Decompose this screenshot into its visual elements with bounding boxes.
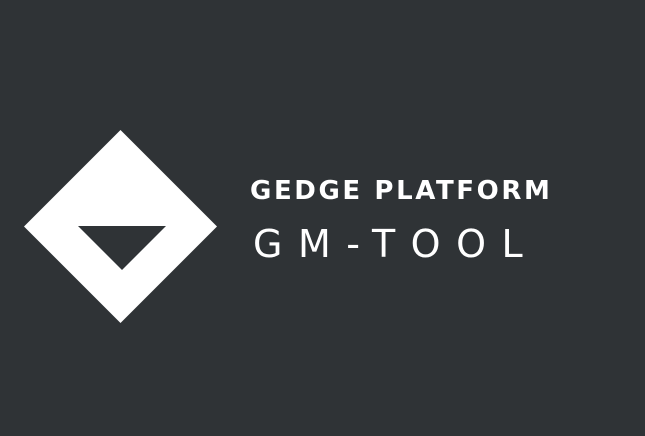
logo-triangle-cutout <box>78 226 166 270</box>
gedge-logo-icon <box>24 130 217 323</box>
brand-subtitle: GM-TOOL <box>253 222 539 266</box>
diamond-logo-svg <box>24 130 217 323</box>
brand-title: GEDGE PLATFORM <box>250 176 553 206</box>
